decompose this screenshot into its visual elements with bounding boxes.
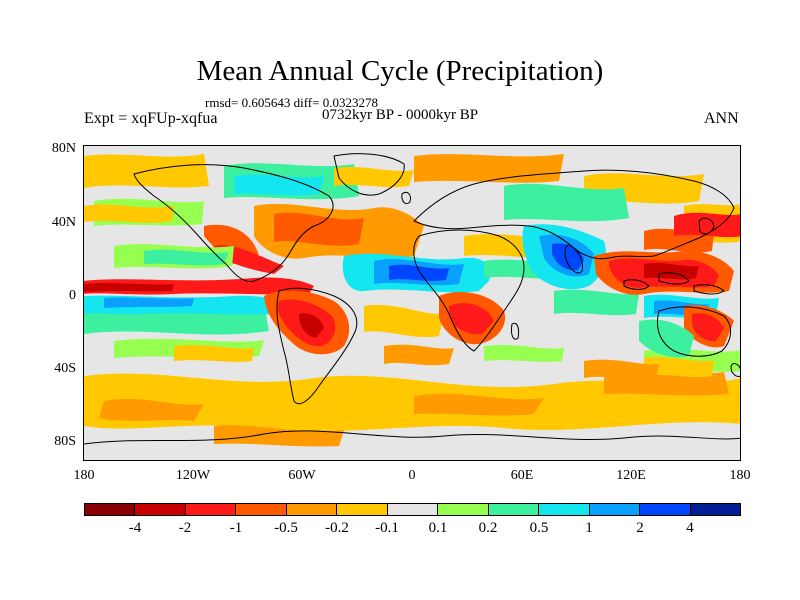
lon-label-0: 0 <box>408 468 416 483</box>
plot-title: Mean Annual Cycle (Precipitation) <box>196 55 604 87</box>
colorbar-label: 2 <box>636 520 644 536</box>
experiment-label: Expt = xqFUp-xqfua <box>84 110 218 127</box>
colorbar-box <box>438 504 489 515</box>
colorbar-box <box>387 504 439 515</box>
colorbar-box <box>236 504 287 515</box>
colorbar-label: 0.5 <box>529 520 549 536</box>
colorbar-box <box>286 504 338 515</box>
colorbar-label: -0.1 <box>375 520 399 536</box>
colorbar-label: -0.2 <box>325 520 349 536</box>
colorbar-box <box>589 504 641 515</box>
period-label: 0732kyr BP - 0000kyr BP <box>322 107 479 123</box>
colorbar <box>84 503 741 516</box>
colorbar-label: 0.1 <box>428 520 448 536</box>
lon-label-60w: 60W <box>288 468 316 483</box>
colorbar-box <box>690 504 741 515</box>
lon-label-60e: 60E <box>510 468 534 483</box>
lat-label-80s: 80S <box>54 434 76 449</box>
season-label: ANN <box>704 110 739 127</box>
anomaly-layer <box>84 154 740 447</box>
colorbar-label: -0.5 <box>274 520 298 536</box>
colorbar-label: -1 <box>229 520 243 536</box>
colorbar-box <box>85 504 136 515</box>
colorbar-box <box>488 504 540 515</box>
lon-label-120w: 120W <box>175 468 211 483</box>
colorbar-label: -2 <box>178 520 192 536</box>
lat-label-40s: 40S <box>54 361 76 376</box>
map-canvas <box>84 153 740 447</box>
lat-label-40n: 40N <box>51 215 76 230</box>
precipitation-map <box>83 145 741 461</box>
lon-label-180e: 180 <box>729 468 751 483</box>
colorbar-label: 1 <box>585 520 593 536</box>
colorbar-label: 0.2 <box>478 520 498 536</box>
colorbar-label: 4 <box>686 520 694 536</box>
coastlines <box>84 153 740 445</box>
colorbar-label: -4 <box>128 520 142 536</box>
colorbar-box <box>135 504 186 515</box>
colorbar-box <box>640 504 691 515</box>
lon-label-180w: 180 <box>73 468 95 483</box>
lat-label-80n: 80N <box>51 141 76 156</box>
lat-label-eq: 0 <box>69 288 76 303</box>
colorbar-box <box>185 504 237 515</box>
lon-label-120e: 120E <box>616 468 646 483</box>
colorbar-box <box>337 504 388 515</box>
stats-line: rmsd= 0.605643 diff= 0.0323278 <box>205 95 378 110</box>
colorbar-box <box>539 504 590 515</box>
